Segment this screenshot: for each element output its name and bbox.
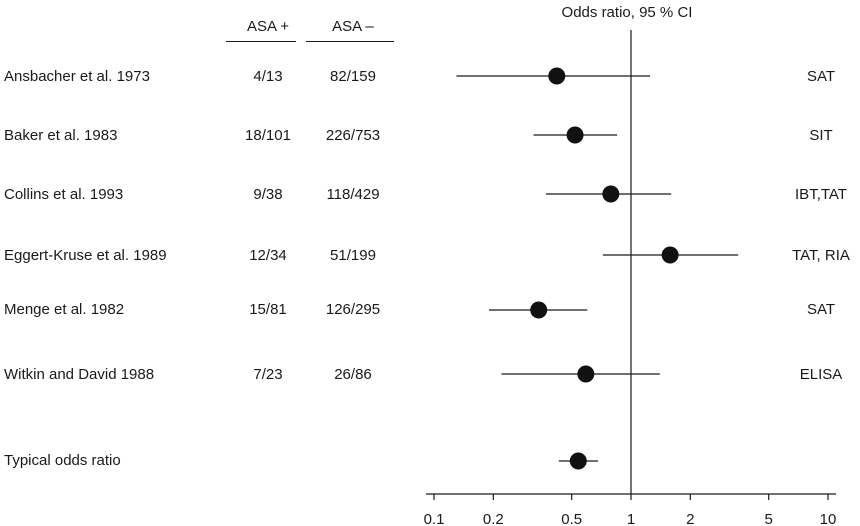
assay-method: SIT bbox=[809, 127, 833, 144]
x-tick-label: 10 bbox=[820, 511, 837, 526]
odds-ratio-point bbox=[577, 365, 595, 383]
odds-ratio-point bbox=[530, 301, 548, 319]
odds-ratio-point bbox=[566, 126, 584, 144]
asa-negative-header-rule bbox=[306, 41, 394, 42]
study-name: Eggert-Kruse et al. 1989 bbox=[4, 247, 167, 264]
asa-positive-count: 4/13 bbox=[253, 68, 283, 85]
summary-odds-ratio-point bbox=[569, 452, 587, 470]
x-tick-label: 5 bbox=[765, 511, 773, 526]
study-name: Collins et al. 1993 bbox=[4, 186, 124, 203]
study-name: Menge et al. 1982 bbox=[4, 301, 125, 318]
asa-positive-count: 18/101 bbox=[245, 127, 291, 144]
x-tick-label: 2 bbox=[686, 511, 694, 526]
x-tick-label: 0.1 bbox=[424, 511, 445, 526]
asa-positive-count: 9/38 bbox=[253, 186, 283, 203]
asa-positive-count: 12/34 bbox=[249, 247, 287, 264]
asa-negative-header: ASA – bbox=[332, 18, 374, 35]
asa-negative-count: 82/159 bbox=[330, 68, 376, 85]
study-name: Baker et al. 1983 bbox=[4, 127, 118, 144]
summary-label: Typical odds ratio bbox=[4, 452, 121, 469]
asa-negative-count: 118/429 bbox=[326, 186, 380, 203]
asa-negative-count: 126/295 bbox=[325, 301, 381, 318]
assay-method: SAT bbox=[806, 68, 836, 85]
x-tick-label: 1 bbox=[627, 511, 635, 526]
asa-positive-count: 15/81 bbox=[249, 301, 287, 318]
assay-method: SAT bbox=[806, 301, 836, 318]
chart-title: Odds ratio, 95 % CI bbox=[561, 4, 693, 21]
study-name: Witkin and David 1988 bbox=[4, 366, 155, 383]
assay-method: IBT,TAT bbox=[795, 186, 847, 203]
study-name: Ansbacher et al. 1973 bbox=[4, 68, 150, 85]
asa-negative-count: 26/86 bbox=[334, 366, 372, 383]
asa-negative-count: 226/753 bbox=[325, 127, 381, 144]
odds-ratio-point bbox=[548, 67, 566, 85]
asa-positive-header: ASA + bbox=[246, 18, 290, 35]
asa-positive-count: 7/23 bbox=[253, 366, 283, 383]
x-tick-label: 0.5 bbox=[561, 511, 582, 526]
asa-negative-count: 51/199 bbox=[330, 247, 376, 264]
odds-ratio-point bbox=[661, 246, 679, 264]
asa-positive-header-rule bbox=[226, 41, 296, 42]
x-tick-label: 0.2 bbox=[483, 511, 504, 526]
assay-method: ELISA bbox=[799, 366, 843, 383]
assay-method: TAT, RIA bbox=[792, 247, 850, 264]
odds-ratio-point bbox=[602, 185, 620, 203]
